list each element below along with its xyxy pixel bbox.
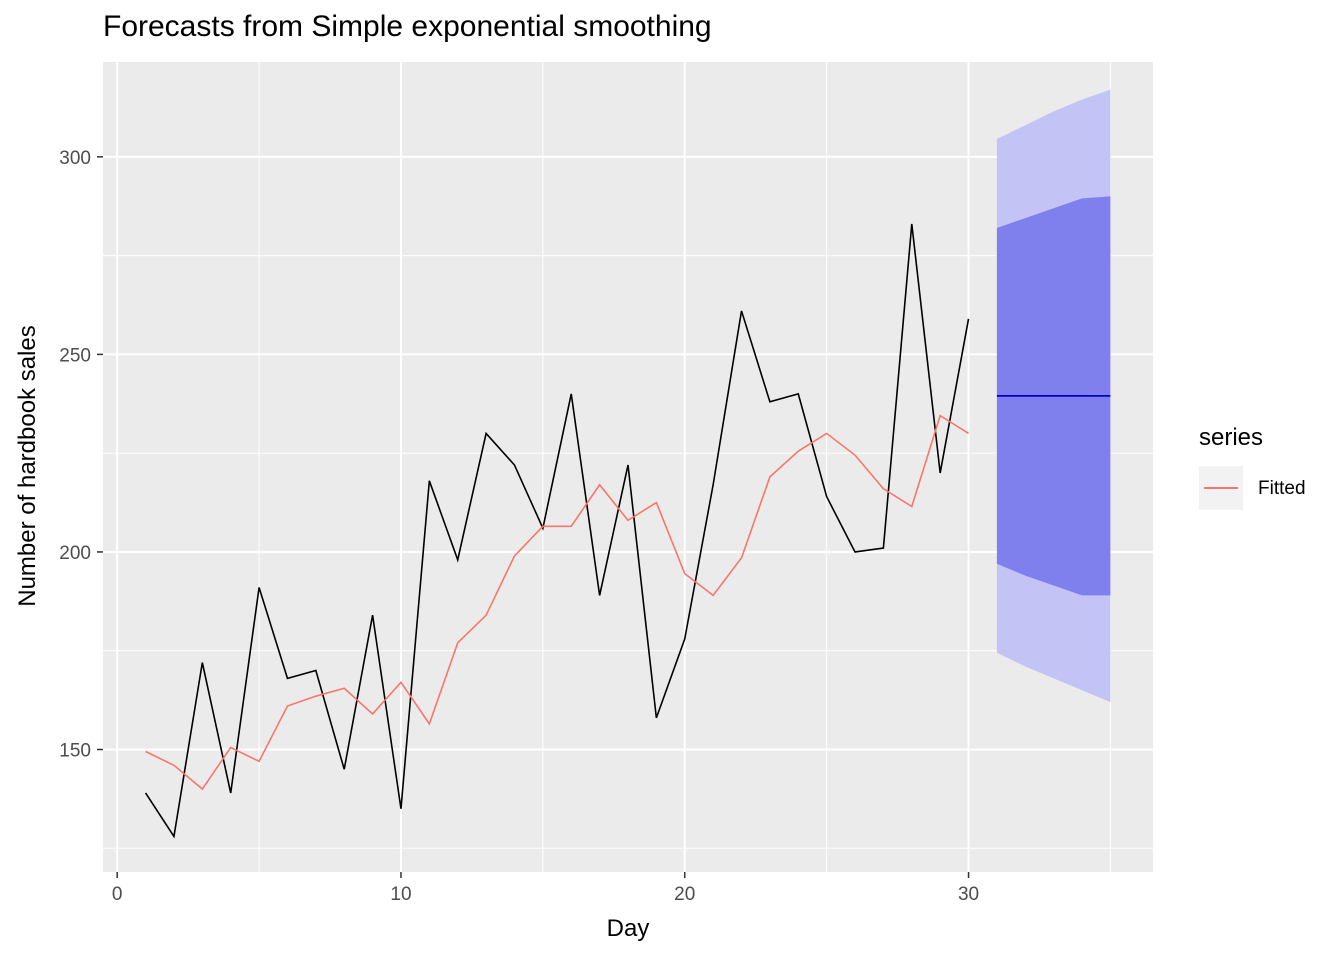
y-tick-label: 150 xyxy=(59,741,91,762)
legend-line-fitted xyxy=(1204,487,1238,489)
series-line-data xyxy=(144,223,970,839)
x-tick-label: 30 xyxy=(958,884,979,905)
series-line-fitted xyxy=(145,414,969,791)
y-tick-label: 300 xyxy=(59,148,91,169)
x-tick-label: 10 xyxy=(390,884,411,905)
legend-label-fitted: Fitted xyxy=(1258,478,1306,499)
y-tick-label: 250 xyxy=(59,345,91,366)
x-axis-label: Day xyxy=(606,915,650,942)
x-tick-label: 0 xyxy=(112,884,123,905)
y-axis-label: Number of hardbook sales xyxy=(14,325,41,607)
x-tick-label: 20 xyxy=(674,884,695,905)
y-tick-label: 200 xyxy=(59,543,91,564)
legend-title: series xyxy=(1199,424,1264,451)
chart-title: Forecasts from Simple exponential smooth… xyxy=(103,10,712,43)
legend-key-fitted xyxy=(1199,466,1243,510)
